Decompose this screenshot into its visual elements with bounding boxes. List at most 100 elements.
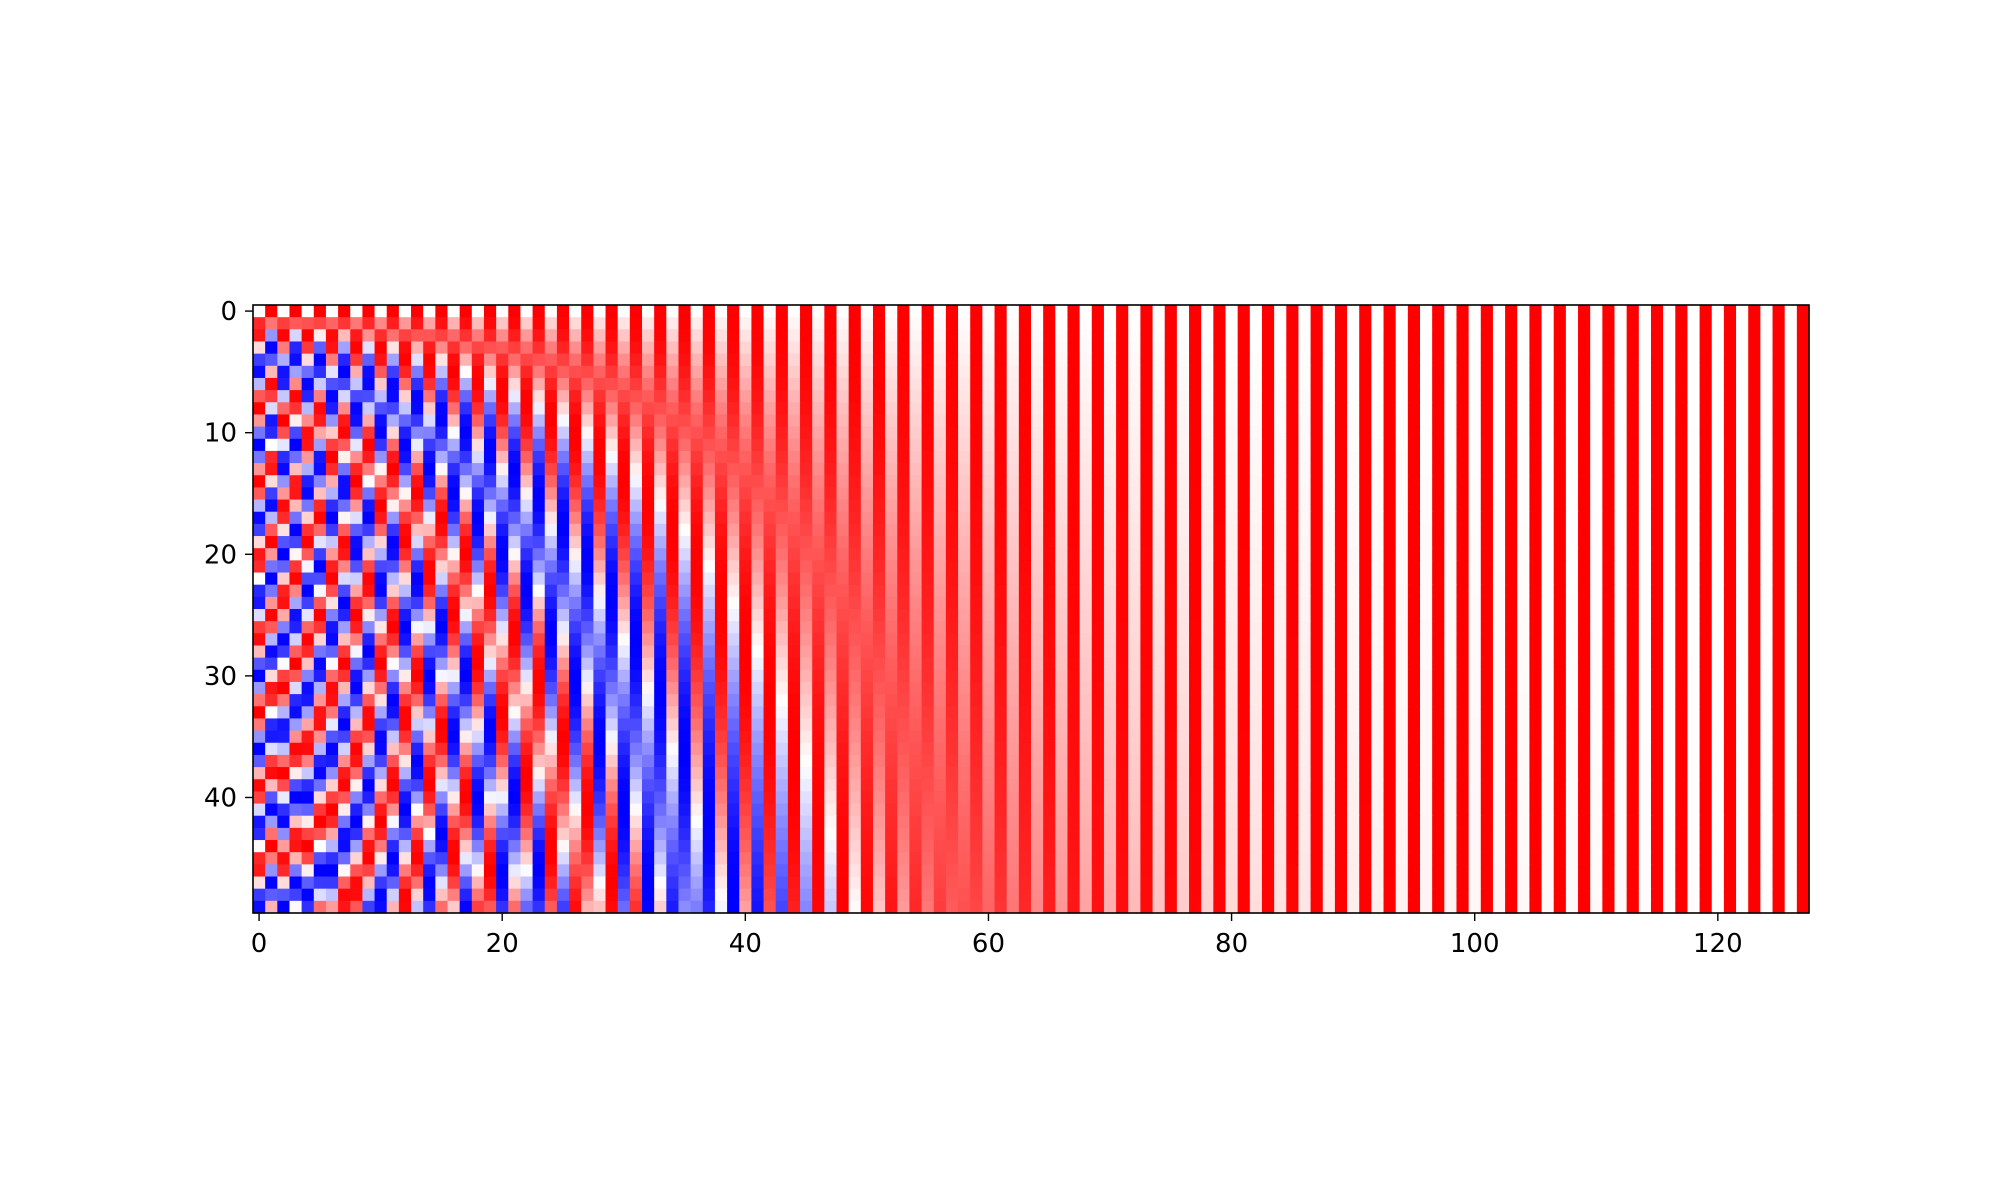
heatmap-cell (776, 670, 789, 683)
heatmap-cell (1493, 354, 1506, 367)
heatmap-cell (1311, 317, 1324, 330)
heatmap-cell (581, 390, 594, 403)
heatmap-cell (1554, 718, 1567, 731)
heatmap-cell (1323, 573, 1336, 586)
heatmap-cell (399, 560, 412, 573)
heatmap-cell (1262, 427, 1275, 440)
heatmap-cell (1529, 573, 1542, 586)
heatmap-cell (1785, 597, 1798, 610)
heatmap-cell (302, 585, 315, 598)
heatmap-cell (703, 585, 716, 598)
heatmap-cell (1602, 463, 1615, 476)
heatmap-cell (618, 706, 631, 719)
heatmap-cell (1748, 548, 1761, 561)
heatmap-cell (727, 645, 740, 658)
heatmap-cell (448, 500, 461, 513)
heatmap-cell (703, 475, 716, 488)
heatmap-cell (1529, 755, 1542, 768)
heatmap-cell (508, 512, 521, 525)
heatmap-cell (727, 427, 740, 440)
heatmap-cell (861, 548, 874, 561)
heatmap-cell (1347, 341, 1360, 354)
heatmap-cell (751, 718, 764, 731)
heatmap-cell (1444, 682, 1457, 695)
heatmap-cell (1165, 402, 1178, 415)
heatmap-cell (618, 354, 631, 367)
heatmap-cell (375, 329, 388, 342)
heatmap-cell (776, 524, 789, 537)
heatmap-cell (484, 682, 497, 695)
heatmap-cell (1663, 585, 1676, 598)
heatmap-cell (1578, 548, 1591, 561)
heatmap-cell (1481, 524, 1494, 537)
heatmap-cell (922, 670, 935, 683)
heatmap-cell (265, 621, 278, 634)
heatmap-cell (861, 329, 874, 342)
heatmap-cell (982, 767, 995, 780)
heatmap-cell (897, 354, 910, 367)
heatmap-cell (764, 682, 777, 695)
heatmap-cell (375, 694, 388, 707)
heatmap-cell (472, 731, 485, 744)
heatmap-cell (666, 743, 679, 756)
heatmap-cell (1627, 658, 1640, 671)
heatmap-cell (1760, 573, 1773, 586)
heatmap-cell (460, 378, 473, 391)
heatmap-cell (618, 755, 631, 768)
heatmap-cell (484, 439, 497, 452)
heatmap-cell (1456, 597, 1469, 610)
heatmap-cell (1092, 560, 1105, 573)
heatmap-cell (350, 414, 363, 427)
heatmap-cell (1627, 731, 1640, 744)
heatmap-cell (739, 621, 752, 634)
heatmap-cell (885, 743, 898, 756)
heatmap-cell (1286, 524, 1299, 537)
heatmap-cell (970, 427, 983, 440)
heatmap-cell (666, 329, 679, 342)
heatmap-cell (1785, 621, 1798, 634)
heatmap-cell (1578, 743, 1591, 756)
heatmap-cell (338, 731, 351, 744)
heatmap-cell (1408, 755, 1421, 768)
heatmap-cell (1067, 451, 1080, 464)
heatmap-cell (1651, 560, 1664, 573)
heatmap-cell (1408, 658, 1421, 671)
heatmap-cell (253, 706, 266, 719)
heatmap-cell (606, 341, 619, 354)
heatmap-cell (618, 366, 631, 379)
heatmap-cell (1007, 354, 1020, 367)
heatmap-cell (958, 536, 971, 549)
heatmap-cell (460, 475, 473, 488)
heatmap-cell (776, 341, 789, 354)
heatmap-cell (1274, 414, 1287, 427)
heatmap-cell (1687, 755, 1700, 768)
heatmap-cell (934, 621, 947, 634)
heatmap-cell (1311, 718, 1324, 731)
heatmap-cell (1444, 390, 1457, 403)
heatmap-cell (958, 341, 971, 354)
heatmap-cell (1578, 670, 1591, 683)
heatmap-cell (1335, 463, 1348, 476)
heatmap-cell (970, 414, 983, 427)
heatmap-cell (1444, 718, 1457, 731)
heatmap-cell (326, 414, 339, 427)
heatmap-cell (618, 597, 631, 610)
heatmap-cell (1359, 755, 1372, 768)
heatmap-cell (1663, 451, 1676, 464)
heatmap-cell (606, 621, 619, 634)
heatmap-cell (1055, 402, 1068, 415)
heatmap-cell (1712, 439, 1725, 452)
heatmap-cell (958, 451, 971, 464)
heatmap-cell (1408, 354, 1421, 367)
heatmap-cell (1238, 743, 1251, 756)
heatmap-cell (970, 694, 983, 707)
heatmap-cell (1408, 633, 1421, 646)
heatmap-cell (1043, 354, 1056, 367)
heatmap-cell (545, 500, 558, 513)
heatmap-cell (1007, 329, 1020, 342)
heatmap-cell (472, 439, 485, 452)
heatmap-cell (1493, 645, 1506, 658)
heatmap-cell (837, 487, 850, 500)
heatmap-cell (338, 585, 351, 598)
heatmap-cell (1797, 645, 1810, 658)
